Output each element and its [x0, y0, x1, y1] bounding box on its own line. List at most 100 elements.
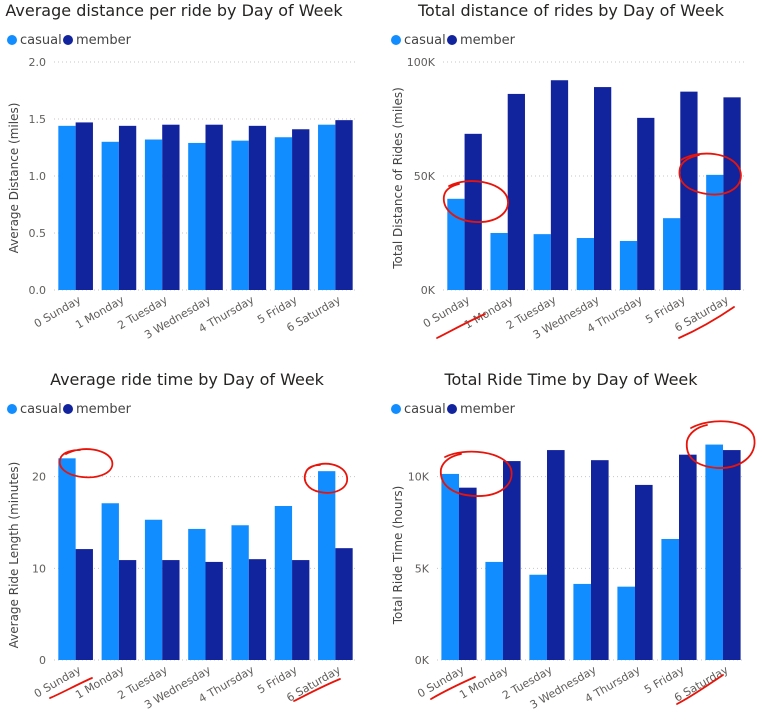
legend-label-casual: casual [404, 402, 446, 417]
bar-casual[interactable] [705, 444, 723, 660]
annotation-underline-sunday [436, 313, 486, 339]
chart-panel-total-distance: Total distance of rides by Day of Week c… [381, 0, 762, 362]
bar-casual[interactable] [706, 174, 724, 290]
annotation-circle-sunday [58, 448, 114, 479]
y-tick-label: 50K [414, 170, 436, 183]
legend-label-member: member [460, 402, 516, 417]
bar-casual[interactable] [58, 458, 76, 660]
chart-title: Total distance of rides by Day of Week [417, 1, 725, 20]
bar-casual[interactable] [661, 539, 679, 660]
bar-member[interactable] [547, 450, 565, 660]
annotation-circle-saturday [685, 420, 756, 469]
chart-panel-total-ride-time: Total Ride Time by Day of Week casual me… [381, 361, 762, 723]
bar-casual[interactable] [576, 238, 594, 290]
legend-swatch-casual [7, 35, 17, 45]
bar-casual[interactable] [188, 142, 206, 290]
bar-casual[interactable] [617, 586, 635, 660]
bar-casual[interactable] [529, 574, 547, 660]
bar-casual[interactable] [619, 240, 638, 290]
legend[interactable]: casual member [7, 402, 132, 417]
y-tick-label: 5K [415, 562, 430, 575]
bar-casual[interactable] [318, 124, 336, 290]
bar-casual[interactable] [490, 233, 508, 290]
annotation-underline-sunday [49, 677, 93, 699]
bar-casual[interactable] [274, 137, 293, 290]
bar-casual[interactable] [188, 528, 206, 660]
y-tick-label: 10K [408, 471, 430, 484]
bar-member[interactable] [464, 133, 482, 290]
bar-casual[interactable] [441, 473, 459, 660]
bar-casual[interactable] [447, 198, 465, 290]
y-tick-label: 100K [407, 56, 436, 69]
legend[interactable]: casual member [391, 33, 516, 48]
bar-casual[interactable] [573, 583, 591, 660]
y-tick-label: 0K [415, 654, 430, 667]
bar-member[interactable] [723, 450, 741, 660]
bar-member[interactable] [503, 461, 521, 660]
y-axis-label: Total Ride Time (hours) [391, 486, 405, 626]
bar-member[interactable] [637, 117, 655, 290]
y-tick-label: 1.5 [29, 113, 47, 126]
bar-member[interactable] [594, 87, 612, 290]
y-tick-label: 0 [39, 654, 46, 667]
legend-swatch-member [447, 404, 457, 414]
legend-label-member: member [76, 33, 132, 48]
chart-panel-avg-ride-time: Average ride time by Day of Week casual … [0, 361, 381, 723]
annotation-circle-saturday [678, 152, 742, 196]
chart-svg: Average distance per ride by Day of Week… [5, 1, 357, 342]
bar-casual[interactable] [318, 471, 336, 660]
bar-member[interactable] [591, 460, 609, 660]
bar-member[interactable] [248, 559, 267, 660]
bar-casual[interactable] [274, 506, 293, 660]
chart-svg: Total Ride Time by Day of Week casual me… [391, 370, 756, 712]
bar-member[interactable] [292, 560, 310, 660]
y-axis-label: Average Distance (miles) [7, 103, 21, 254]
bar-casual[interactable] [144, 519, 163, 660]
chart-panel-avg-distance: Average distance per ride by Day of Week… [0, 0, 381, 362]
bar-casual[interactable] [231, 140, 249, 290]
bar-member[interactable] [205, 124, 223, 290]
legend[interactable]: casual member [7, 33, 132, 48]
bar-casual[interactable] [533, 234, 551, 290]
legend-label-casual: casual [20, 402, 62, 417]
legend-swatch-member [63, 35, 73, 45]
bar-casual[interactable] [663, 218, 681, 290]
bar-member[interactable] [335, 120, 353, 290]
legend[interactable]: casual member [391, 402, 516, 417]
bar-member[interactable] [635, 484, 653, 660]
annotation-underline-saturday [293, 678, 341, 702]
bar-casual[interactable] [144, 139, 163, 290]
bar-member[interactable] [118, 560, 137, 660]
bar-member[interactable] [507, 93, 525, 290]
bar-casual[interactable] [101, 141, 119, 290]
y-tick-label: 0.0 [29, 284, 47, 297]
bar-casual[interactable] [485, 561, 503, 660]
annotation-marks [49, 448, 348, 702]
legend-label-casual: casual [20, 33, 62, 48]
annotation-underline-sunday [430, 676, 476, 700]
bar-member[interactable] [723, 97, 741, 290]
bar-member[interactable] [550, 80, 569, 291]
bar-member[interactable] [292, 129, 310, 290]
bar-member[interactable] [205, 561, 223, 660]
bar-member[interactable] [248, 125, 267, 290]
bar-member[interactable] [679, 454, 697, 660]
bar-member[interactable] [75, 549, 93, 660]
bar-casual[interactable] [101, 503, 119, 660]
bar-member[interactable] [680, 91, 698, 290]
bar-member[interactable] [118, 125, 137, 290]
chart-title: Average distance per ride by Day of Week [5, 1, 343, 20]
y-tick-label: 1.0 [29, 170, 47, 183]
annotation-circle-sunday [440, 450, 513, 497]
bar-member[interactable] [75, 122, 93, 290]
bar-member[interactable] [459, 487, 477, 660]
bar-member[interactable] [162, 560, 180, 660]
bar-casual[interactable] [58, 125, 76, 290]
chart-svg: Average ride time by Day of Week casual … [7, 370, 357, 712]
bar-casual[interactable] [231, 525, 249, 660]
bar-member[interactable] [335, 548, 353, 660]
bar-member[interactable] [162, 124, 180, 290]
